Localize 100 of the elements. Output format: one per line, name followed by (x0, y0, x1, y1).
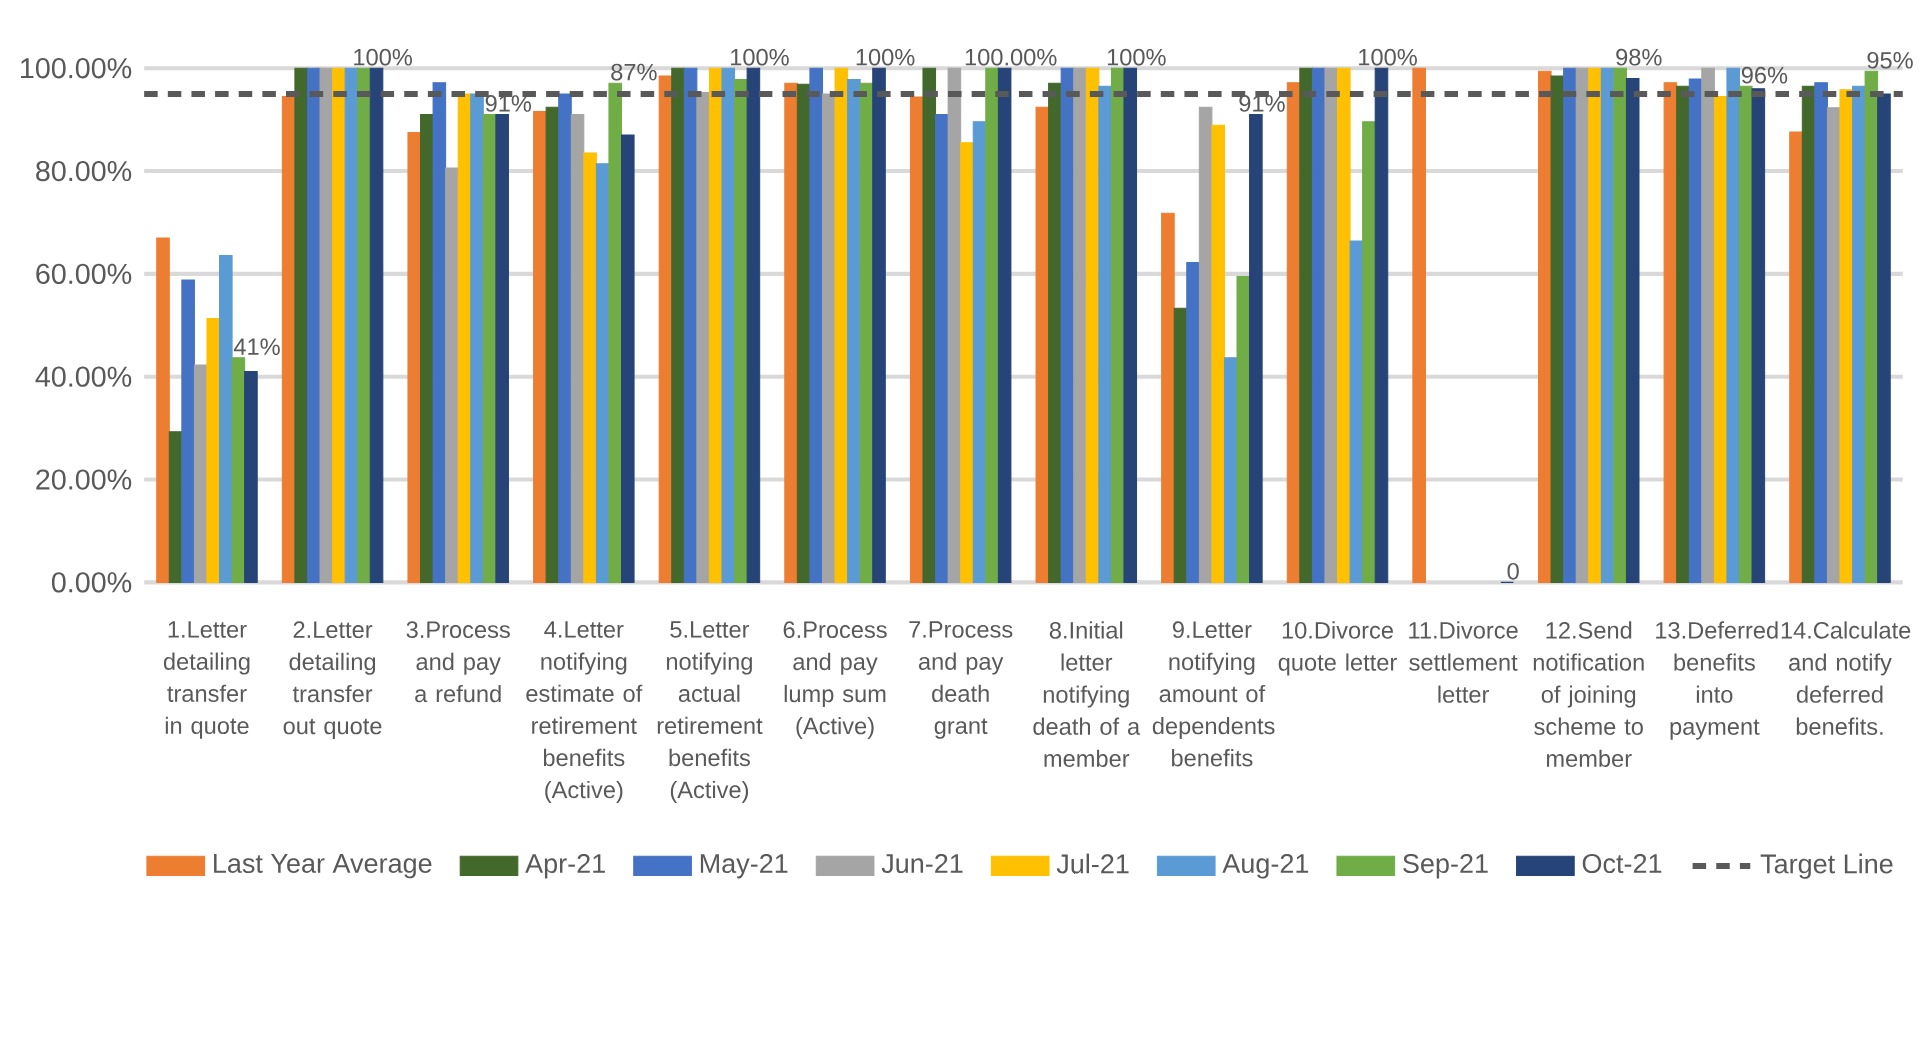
data-label: 95% (1867, 52, 1913, 69)
x-tick-label: 12.Send notification of joining scheme to member (1533, 621, 1644, 768)
data-label: 41% (233, 338, 280, 356)
legend-label: Jul-21 (1056, 853, 1129, 874)
bar (1211, 124, 1225, 583)
data-label: 100% (354, 48, 413, 66)
bar (1789, 131, 1803, 583)
bar (608, 82, 623, 583)
legend-label: Target Line (1760, 853, 1893, 879)
bar (1563, 67, 1577, 583)
x-tick-label: 3.Process and pay a refund (406, 621, 510, 703)
x-tick-label: 4.Letter notifying estimate of retirement benefits (Active) (526, 621, 643, 803)
bar (181, 279, 195, 583)
legend-label: Oct-21 (1582, 854, 1662, 874)
legend-label: May-21 (700, 854, 788, 879)
x-tick-label: 9.Letter notifying amount of dependents benefits (1152, 621, 1275, 767)
bar (319, 67, 334, 583)
x-tick-label: 1.Letter detailing transfer in quote (163, 621, 250, 739)
bar (1701, 67, 1715, 583)
bar (407, 132, 422, 583)
bar (1839, 89, 1854, 583)
data-label: 100% (856, 48, 915, 66)
bar (1337, 67, 1351, 583)
x-tick-label: 10.Divorce quote letter (1278, 621, 1397, 676)
y-tick-label: 60.00% (36, 263, 132, 285)
bar (1123, 67, 1138, 583)
legend-label: Apr-21 (525, 854, 605, 879)
data-label: 100.00% (965, 48, 1057, 66)
bar (834, 67, 849, 583)
bar (960, 142, 974, 583)
legend-label: Last Year Average (214, 854, 432, 879)
bar (470, 93, 484, 583)
data-label: 96% (1741, 66, 1788, 84)
y-tick-label: 20.00% (36, 469, 132, 490)
y-tick-label: 80.00% (36, 161, 132, 182)
legend-label: Sep-21 (1403, 854, 1488, 879)
y-tick-label: 100.00% (21, 58, 132, 79)
bar (1613, 67, 1627, 583)
bar (1324, 67, 1339, 583)
bar (671, 67, 685, 583)
data-label: 100% (731, 48, 789, 66)
bar (545, 106, 560, 583)
data-label: 91% (485, 95, 532, 112)
bar (746, 67, 761, 583)
bar (1864, 70, 1879, 583)
legend-label: Jun-21 (881, 854, 963, 874)
bar (1161, 212, 1175, 583)
bar (1236, 276, 1251, 583)
x-tick-label: 6.Process and pay lump sum (Active) (783, 621, 887, 740)
bar (922, 67, 937, 583)
bar (1186, 262, 1200, 583)
data-label: 100% (1359, 48, 1417, 66)
bar (1412, 67, 1426, 583)
bar (231, 357, 246, 583)
x-tick-label: 14.Calculate and notify deferred benefits. (1781, 621, 1911, 735)
bar (1299, 67, 1313, 583)
bar (156, 237, 170, 583)
data-label: 98% (1616, 48, 1662, 66)
bar (1663, 82, 1678, 583)
bar (1877, 93, 1891, 583)
y-tick-label: 40.00% (35, 366, 132, 387)
bar (495, 114, 509, 583)
bar (1073, 67, 1087, 583)
bar (294, 67, 308, 583)
x-tick-label: 2.Letter detailing transfer out quote (283, 621, 382, 740)
bar (1098, 85, 1112, 583)
x-tick-label: 5.Letter notifying actual retirement benefits (Active) (657, 621, 763, 803)
bar (1035, 106, 1050, 583)
x-tick-label: 7.Process and pay death grant (909, 621, 1013, 739)
bar (583, 152, 597, 583)
bar (369, 67, 384, 583)
bar (1349, 240, 1364, 583)
bar (206, 318, 221, 583)
bar (357, 67, 371, 583)
bar (1751, 88, 1766, 583)
bar (872, 67, 886, 583)
bar (1814, 82, 1828, 583)
bar (1726, 67, 1740, 583)
bar (244, 371, 258, 583)
bar (1249, 114, 1263, 583)
bar (784, 82, 798, 583)
bar (344, 67, 359, 583)
y-tick-label: 0.00% (51, 572, 132, 593)
bar (558, 93, 572, 583)
data-label: 100% (1107, 48, 1166, 66)
bar (219, 254, 233, 583)
bar (432, 82, 447, 583)
data-label: 87% (611, 63, 657, 81)
bar (1048, 82, 1062, 583)
x-tick-label: 11.Divorce settlement letter (1409, 621, 1518, 703)
x-tick-label: 8.Initial letter notifying death of a member (1033, 621, 1141, 768)
legend-label: Aug-21 (1222, 854, 1309, 879)
bar (947, 67, 962, 583)
bar (1676, 85, 1690, 583)
bar (1588, 67, 1602, 583)
bar (1362, 121, 1376, 583)
x-tick-label: 13.Deferred benefits into payment (1656, 621, 1778, 740)
data-label: 0 (1507, 563, 1519, 580)
bar (1374, 67, 1389, 583)
bar (1625, 78, 1640, 583)
